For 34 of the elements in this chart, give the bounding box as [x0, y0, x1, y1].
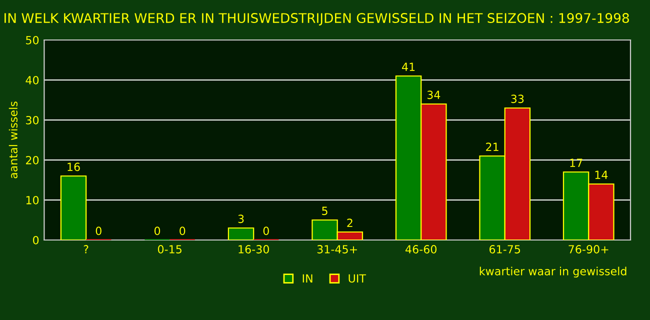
y-tick-label: 30	[26, 116, 39, 124]
y-tick-label: 0	[33, 236, 39, 244]
x-tick-label: 31-45+	[317, 245, 357, 254]
chart-title: IN WELK KWARTIER WERD ER IN THUISWEDSTRIJDEN GEWISSELD IN HET SEIZOEN : 1997-1998	[4, 13, 629, 26]
data-label: 17	[570, 158, 582, 167]
x-tick-label: 16-30	[238, 245, 269, 254]
data-label: 0	[180, 226, 186, 236]
y-axis-title: aantal wissels	[8, 102, 18, 178]
data-label: 21	[486, 142, 498, 151]
data-label: 41	[402, 62, 415, 71]
legend-label: UIT	[348, 274, 366, 283]
data-label: 33	[511, 94, 524, 104]
data-label: 2	[347, 218, 352, 227]
x-tick-label: 0-15	[158, 245, 182, 254]
data-label: 0	[154, 226, 160, 236]
x-tick-label: 76-90+	[568, 245, 608, 254]
data-label: 14	[595, 170, 608, 179]
data-label: 0	[263, 226, 269, 236]
x-tick-label: 46-60	[406, 245, 437, 254]
x-tick-label: 61-75	[489, 245, 520, 254]
y-tick-label: 10	[26, 196, 39, 204]
data-label: 3	[238, 214, 244, 224]
data-label: 0	[96, 226, 102, 236]
y-tick-label: 20	[26, 156, 39, 164]
bar	[60, 175, 87, 240]
bar	[228, 227, 254, 240]
x-axis-title: kwartier waar in gewisseld	[480, 266, 626, 278]
y-tick-label: 50	[26, 36, 39, 44]
x-tick-label: ?	[84, 245, 88, 254]
y-tick-label: 40	[26, 76, 39, 84]
data-label: 16	[68, 162, 80, 172]
legend-label: IN	[302, 274, 312, 282]
data-label: 34	[427, 90, 440, 100]
data-label: 5	[322, 206, 328, 216]
